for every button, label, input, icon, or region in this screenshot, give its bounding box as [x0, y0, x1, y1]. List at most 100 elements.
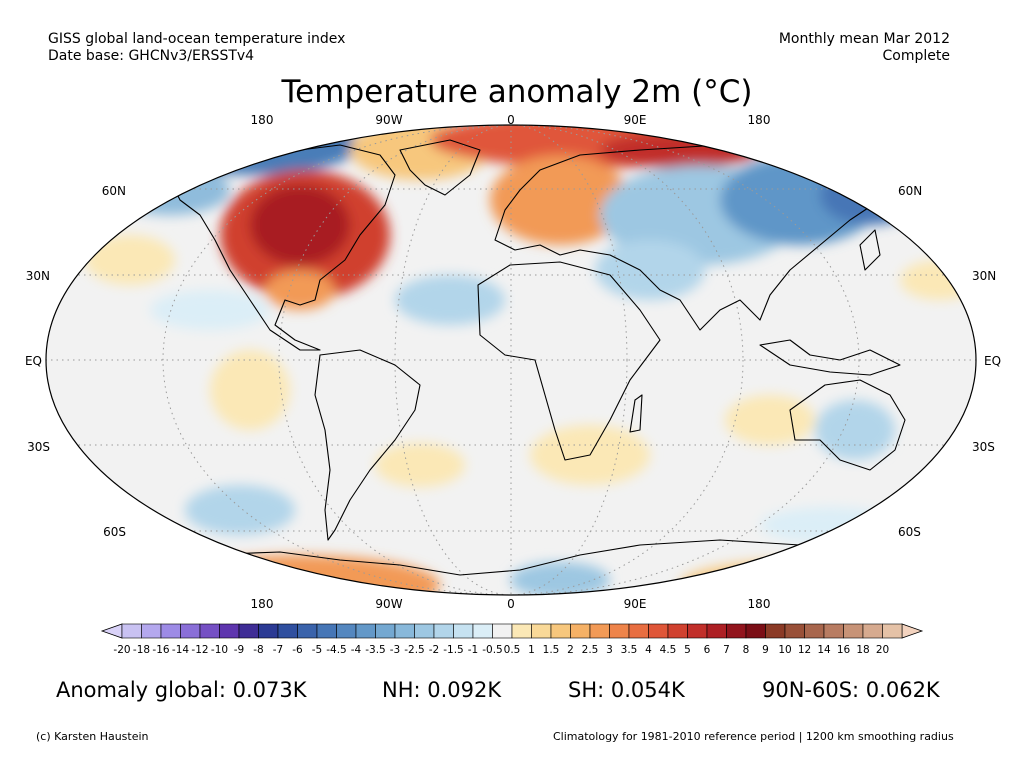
graticule-meridian-135 [162, 125, 860, 595]
anomaly-cool-southern-ocean [185, 485, 295, 535]
colorbar-swatch [609, 623, 630, 639]
graticule [46, 125, 976, 595]
anomaly-warm-mid-pacific [900, 260, 976, 300]
graticule-meridian-90 [278, 125, 744, 595]
colorbar-tick-label: 14 [817, 644, 831, 656]
coastline-south-america [314, 349, 421, 541]
lat-left-label: 30N [26, 269, 50, 283]
colorbar-swatch [414, 623, 435, 639]
colorbar-swatch [238, 623, 259, 639]
colorbar-swatch [355, 623, 376, 639]
lon-bottom-label: 0 [507, 597, 515, 611]
anomaly-cool-australia [815, 400, 895, 460]
colorbar-tick-label: -0.5 [482, 644, 503, 656]
colorbar-swatch [258, 623, 279, 639]
colorbar-swatch [648, 623, 669, 639]
lat-left-label: 60N [102, 184, 126, 198]
global-anomaly: Anomaly global: 0.073K [56, 678, 307, 702]
anomaly-cool-atlantic [395, 275, 505, 325]
anomaly-field [46, 125, 976, 595]
colorbar-tick-label: -2.5 [404, 644, 425, 656]
colorbar-swatch [882, 623, 903, 639]
lat-left-label: EQ [25, 354, 42, 368]
colorbar-swatch [336, 623, 357, 639]
coastline-africa [477, 261, 661, 461]
anomaly-hottest-midwest [250, 185, 350, 265]
colorbar-tick-label: -3.5 [365, 644, 386, 656]
colorbar-tick-label: -8 [253, 644, 263, 656]
colorbar-tick-label: -2 [429, 644, 439, 656]
colorbar-tick-label: -18 [133, 644, 150, 656]
anomaly-warm-europe [490, 155, 630, 245]
colorbar-swatch [180, 623, 201, 639]
colorbar-tick-label: -4 [351, 644, 362, 656]
colorbar-swatch [843, 623, 864, 639]
colorbar-swatch [511, 623, 532, 639]
anomaly-cool-east-antarctica [510, 562, 610, 595]
lat-left-label: 60S [103, 525, 126, 539]
colorbar-tick-label: 16 [837, 644, 851, 656]
colorbar-swatch [160, 623, 181, 639]
anomaly-warm-antarctica-east [680, 560, 920, 595]
colorbar-swatch [706, 623, 727, 639]
coastline-japan [859, 229, 881, 271]
lon-top-label: 90E [624, 113, 647, 127]
lon-bottom-label: 180 [251, 597, 274, 611]
nh-anomaly: NH: 0.092K [382, 678, 502, 702]
anomaly-warm-north-pacific [85, 235, 175, 285]
colorbar-tick-label: -12 [191, 644, 208, 656]
lat-right-label: 60S [898, 525, 921, 539]
period-info: Monthly mean Mar 2012 Complete [779, 31, 950, 65]
lon-top-label: 180 [251, 113, 274, 127]
coastline-madagascar [629, 394, 643, 433]
colorbar-tick-label: 6 [704, 644, 711, 656]
anomaly-hot-siberia-north [600, 132, 760, 168]
colorbar-tick-label: 7 [723, 644, 730, 656]
colorbar-swatch [277, 623, 298, 639]
completeness-label: Complete [882, 48, 950, 64]
colorbar-tick-label: -14 [172, 644, 189, 656]
axis-labels: 180 90W 0 90E 180 180 90W 0 90E 180 60N … [25, 113, 1001, 611]
colorbar-tick-label: 20 [876, 644, 889, 656]
lon-bottom-label: 90W [375, 597, 402, 611]
colorbar-tick-label: -6 [292, 644, 303, 656]
colorbar-swatch [804, 623, 825, 639]
colorbar-tick-label: -1 [468, 644, 478, 656]
colorbar-swatch [667, 623, 688, 639]
colorbar-swatch [394, 623, 415, 639]
colorbar-tick-label: -7 [273, 644, 283, 656]
colorbar-tick-label: 9 [762, 644, 769, 656]
colorbar-swatch [726, 623, 747, 639]
colorbar-tick-label: -3 [390, 644, 400, 656]
coastline-australia [789, 379, 906, 471]
colorbar-swatch [121, 623, 142, 639]
colorbar-tick-label: -1.5 [443, 644, 464, 656]
dataset-name: GISS global land-ocean temperature index [48, 31, 346, 47]
coastline-greenland [399, 139, 481, 196]
colorbar-swatch [628, 623, 649, 639]
colorbar-swatch [199, 623, 220, 639]
colorbar-tick-label: 4.5 [660, 644, 677, 656]
lat-right-label: 30N [972, 269, 996, 283]
coastline-europe-asia [494, 144, 901, 331]
colorbar-tick-label: -16 [152, 644, 169, 656]
anomaly-warm-indian-ocean [725, 395, 815, 445]
colorbar-tick-label: -5 [312, 644, 322, 656]
colorbar-tick-label: -4.5 [326, 644, 347, 656]
anomaly-cold-siberia [720, 155, 880, 245]
colorbar-swatch [589, 623, 610, 639]
anomaly-warm-south-pacific [210, 350, 290, 430]
band-anomaly: 90N-60S: 0.062K [762, 678, 940, 702]
anomaly-warm-gulf [265, 270, 335, 310]
colorbar-swatch [219, 623, 240, 639]
colorbar-tick-label: 4 [645, 644, 652, 656]
anomaly-cool-southern-ocean-east [760, 507, 900, 543]
dataset-info: GISS global land-ocean temperature index… [48, 31, 345, 65]
colorbar-swatch [823, 623, 844, 639]
colorbar-tick-label: 1 [528, 644, 535, 656]
credit-text: (c) Karsten Haustein [36, 730, 149, 743]
colorbar-tick-label: 0.5 [504, 644, 521, 656]
colorbar-tick-label: 2 [567, 644, 574, 656]
period-label: Monthly mean Mar 2012 [778, 31, 950, 47]
